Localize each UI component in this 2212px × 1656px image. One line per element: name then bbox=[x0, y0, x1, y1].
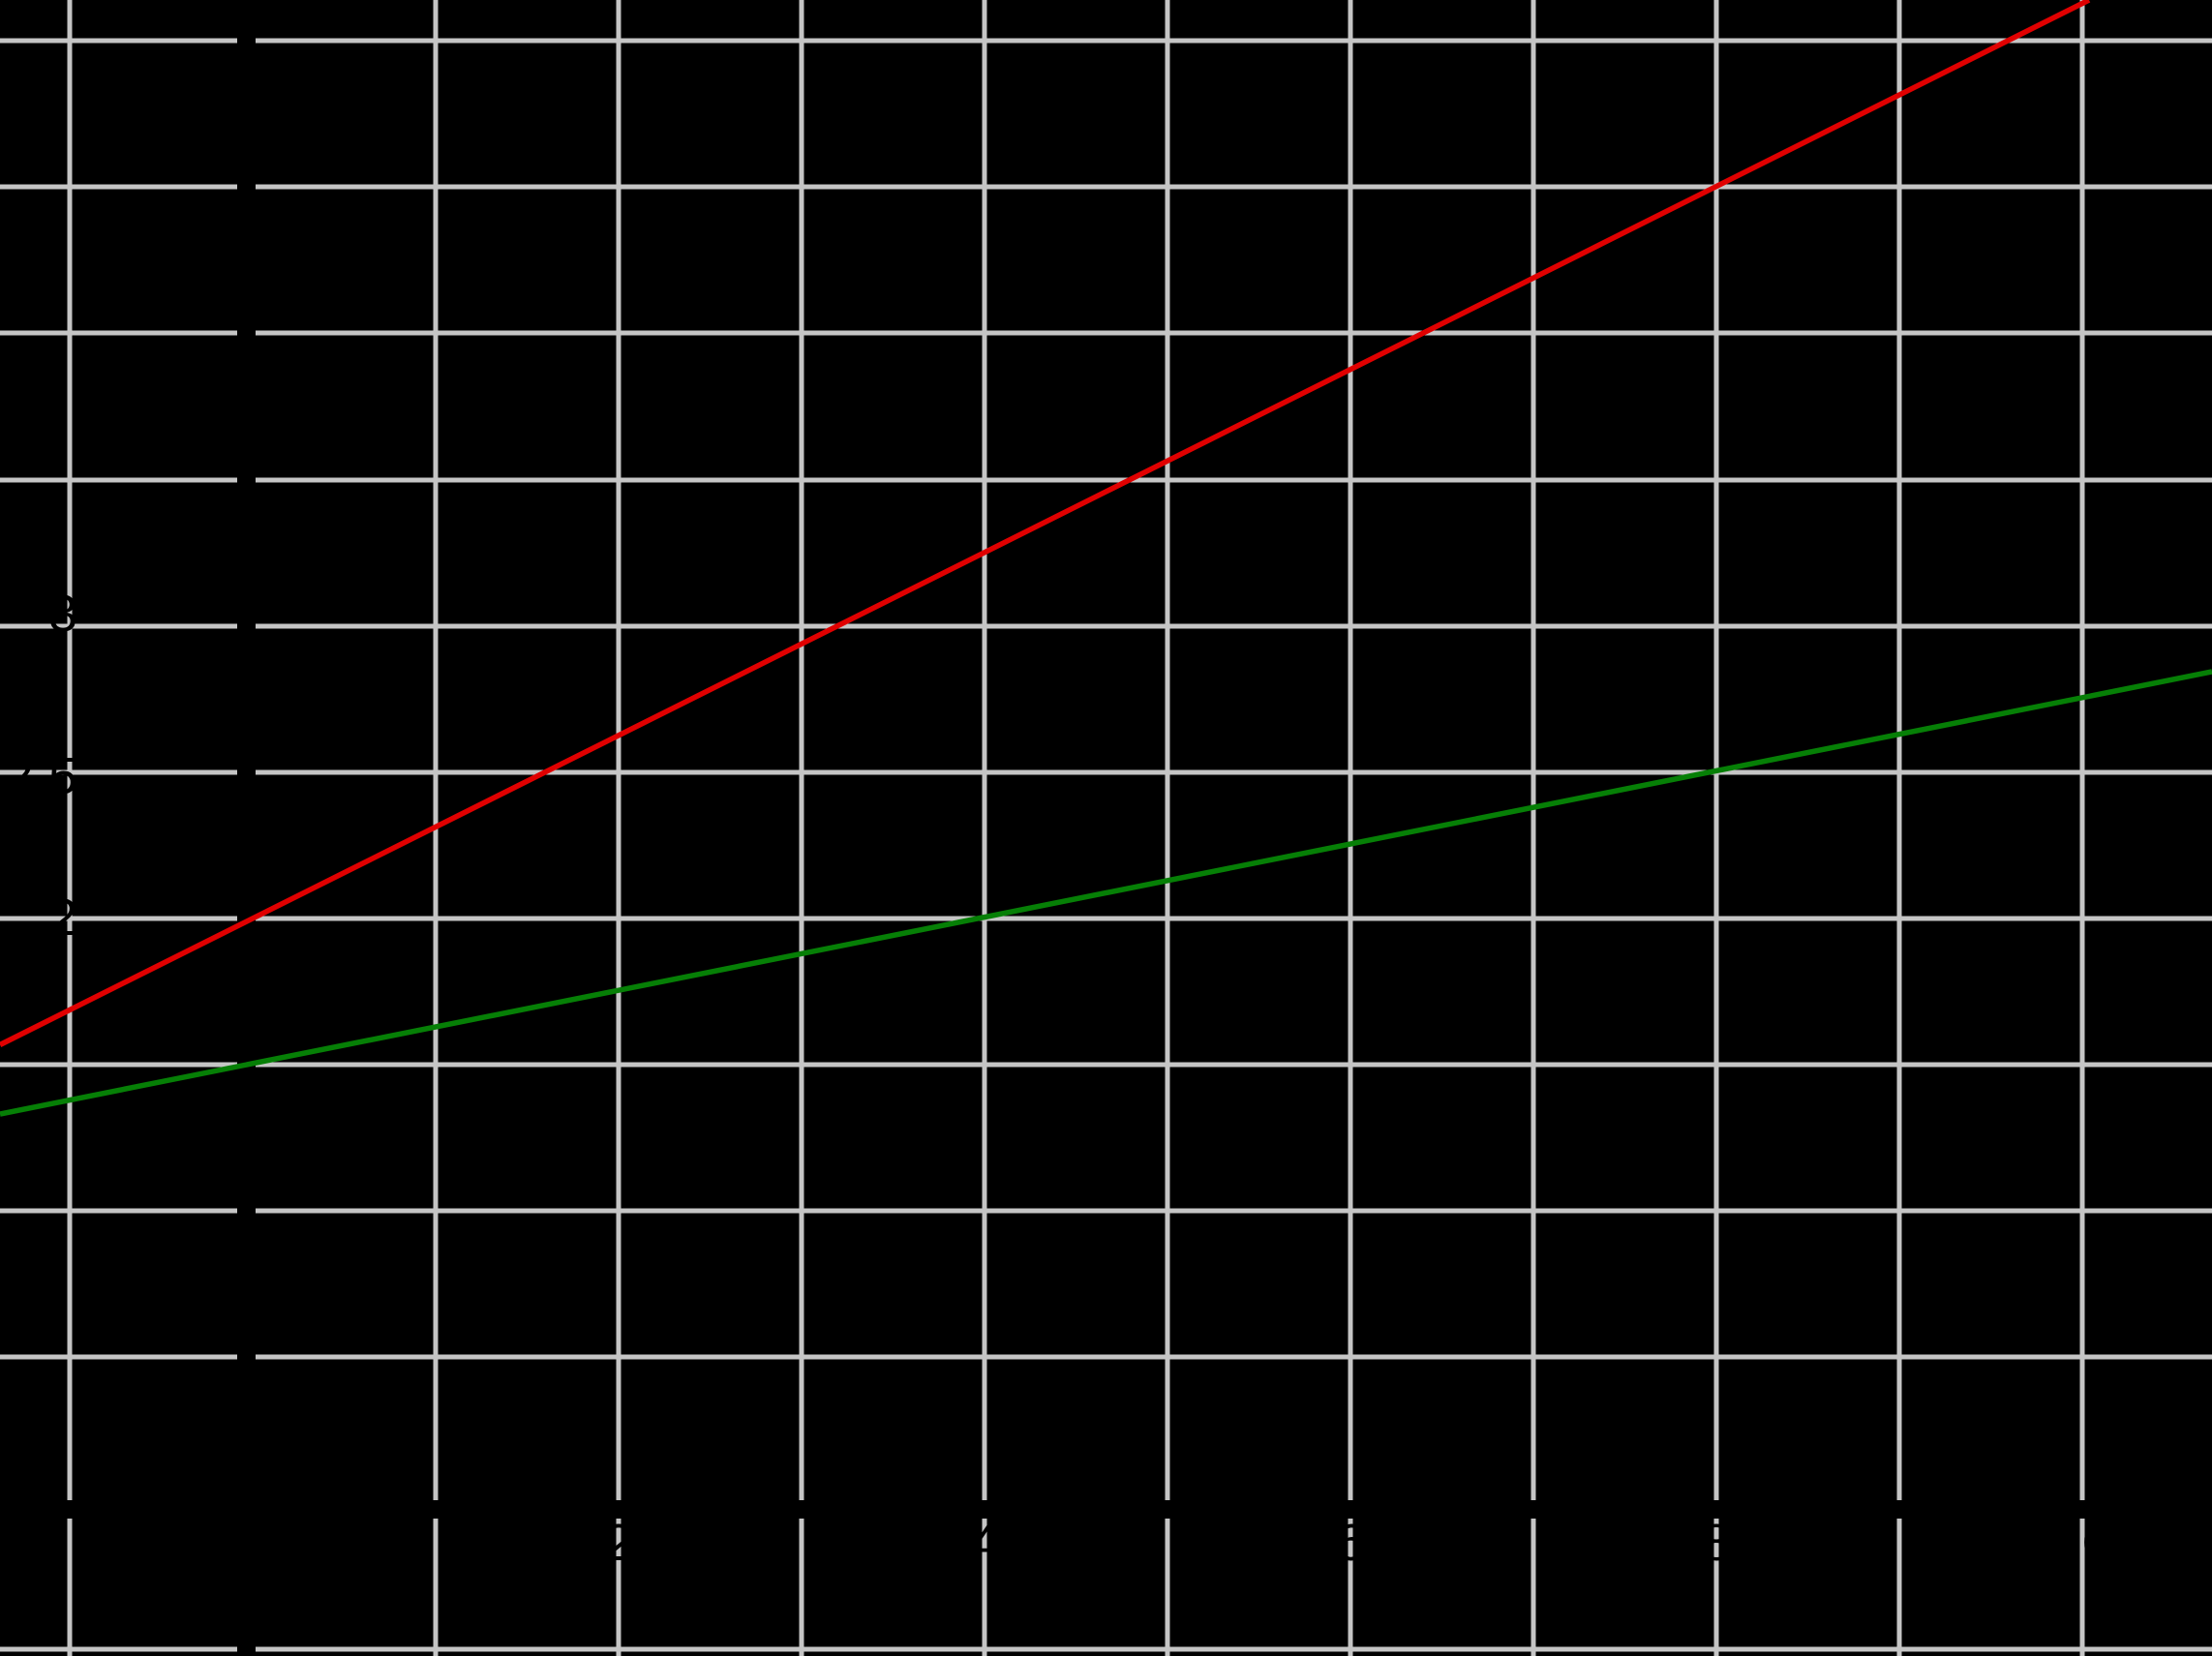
hidden-tick-labels: 2 4 6 8 10 3 2.5 2 bbox=[5, 585, 2111, 1572]
x-tick-label: 10 bbox=[2053, 1514, 2111, 1572]
x-tick-label: 6 bbox=[1336, 1514, 1365, 1572]
x-tick-label: 8 bbox=[1702, 1514, 1731, 1572]
green-line bbox=[0, 669, 2212, 1117]
x-tick-label: 2 bbox=[604, 1514, 633, 1572]
y-tick-label: 2 bbox=[48, 888, 77, 947]
y-tick-label: 2.5 bbox=[5, 747, 77, 805]
plotted-lines bbox=[0, 0, 2212, 1117]
x-tick-label: 4 bbox=[970, 1514, 999, 1572]
axis-ticks bbox=[66, 37, 2086, 1653]
y-tick-label: 3 bbox=[48, 585, 77, 643]
red-line bbox=[0, 0, 2091, 1047]
